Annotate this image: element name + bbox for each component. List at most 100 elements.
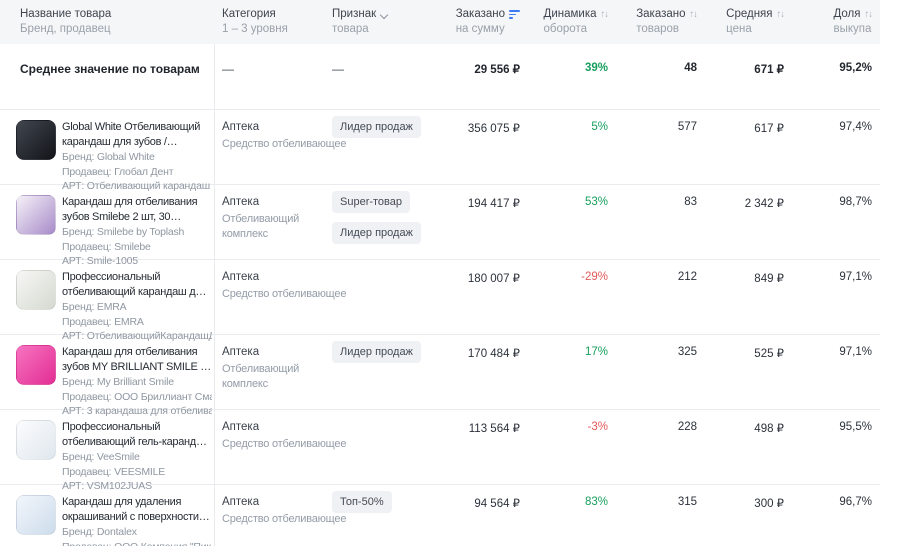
chevron-down-icon[interactable] <box>380 10 388 18</box>
summary-dynamics: 39% <box>584 62 608 74</box>
dynamics-value: 17% <box>584 346 608 358</box>
table-row[interactable]: Карандаш для отбеливания зубов Smilebe 2… <box>0 185 880 269</box>
dynamics-value: -3% <box>587 421 608 433</box>
ordered-sum-value: 180 007 ₽ <box>467 273 520 285</box>
seller-label: Продавец: ООО Бриллиант Смайл <box>62 390 212 403</box>
category-sublevel: Отбеливающий комплекс <box>222 363 300 390</box>
product-badge: Super-товар <box>332 191 411 213</box>
summary-average-price: 671 ₽ <box>754 64 784 76</box>
column-header-ordered-items[interactable]: Заказано ↑↓ товаров <box>636 8 698 35</box>
article-label: АРТ: VSM102JUAS <box>62 480 152 492</box>
category-level1: Аптека <box>222 421 260 433</box>
dynamics-value: 5% <box>591 121 608 133</box>
ordered-items-value: 315 <box>677 496 697 508</box>
product-badge: Топ-50% <box>332 491 392 513</box>
summary-buyout-share: 95,2% <box>839 62 872 74</box>
seller-label: Продавец: VEESMILE <box>62 465 166 478</box>
seller-label: Продавец: ООО Компания "Пик-Франс" <box>62 540 212 546</box>
category-level1: Аптека <box>222 271 260 283</box>
product-title[interactable]: Global White Отбеливающий карандаш для з… <box>62 121 201 148</box>
brand-label: Бренд: My Brilliant Smile <box>62 376 174 388</box>
summary-ordered-items: 48 <box>684 62 697 74</box>
summary-badge-dash: — <box>332 62 344 76</box>
ordered-items-value: 577 <box>677 121 697 133</box>
ordered-sum-value: 356 075 ₽ <box>467 123 520 135</box>
product-title[interactable]: Профессиональный отбеливающий гель-каран… <box>62 421 211 448</box>
brand-label: Бренд: EMRA <box>62 301 127 313</box>
buyout-share-value: 96,7% <box>839 496 872 508</box>
brand-label: Бренд: Global White <box>62 151 155 163</box>
dynamics-value: 83% <box>584 496 608 508</box>
column-header-ordered-sum[interactable]: Заказано на сумму <box>450 0 528 44</box>
buyout-share-value: 98,7% <box>839 196 872 208</box>
average-price-value: 2 342 ₽ <box>744 198 784 210</box>
product-badge: Лидер продаж <box>332 116 421 138</box>
summary-row: Среднее значение по товарам — — 29 556 ₽… <box>0 44 880 110</box>
brand-label: Бренд: Dontalex <box>62 526 137 538</box>
product-title[interactable]: Карандаш для отбеливания зубов Smilebe 2… <box>62 196 198 223</box>
category-level1: Аптека <box>222 121 260 133</box>
brand-label: Бренд: VeeSmile <box>62 451 140 463</box>
article-label: АРТ: 3 карандаша для отбеливани... <box>62 405 212 417</box>
category-level1: Аптека <box>222 346 260 358</box>
article-label: АРТ: ОтбеливающийКарандашДля... <box>62 330 212 342</box>
seller-label: Продавец: EMRA <box>62 315 144 328</box>
product-badge: Лидер продаж <box>332 222 421 244</box>
buyout-share-value: 97,4% <box>839 121 872 133</box>
brand-label: Бренд: Smilebe by Toplash <box>62 226 185 238</box>
average-price-value: 849 ₽ <box>754 273 784 285</box>
seller-label: Продавец: Глобал Дент <box>62 165 174 178</box>
category-level1: Аптека <box>222 196 260 208</box>
table-row[interactable]: Global White Отбеливающий карандаш для з… <box>0 110 880 194</box>
sort-descending-active-icon[interactable] <box>509 10 520 19</box>
ordered-sum-value: 194 417 ₽ <box>467 198 520 210</box>
table-header: Название товара Бренд, продавец Категори… <box>0 0 880 44</box>
product-thumbnail[interactable] <box>16 270 56 310</box>
buyout-share-value: 97,1% <box>839 271 872 283</box>
dynamics-value: 53% <box>584 196 608 208</box>
ordered-sum-value: 113 564 ₽ <box>468 423 520 435</box>
product-title[interactable]: Карандаш для отбеливания зубов MY BRILLI… <box>62 346 207 373</box>
summary-category-dash: — <box>222 62 234 76</box>
average-price-value: 525 ₽ <box>754 348 784 360</box>
column-header-buyout-share[interactable]: Доля ↑↓ выкупа <box>833 8 873 35</box>
article-label: АРТ: Smile-1005 <box>62 255 138 267</box>
ordered-sum-value: 94 564 ₽ <box>474 498 520 510</box>
product-thumbnail[interactable] <box>16 495 56 535</box>
dynamics-value: -29% <box>581 271 608 283</box>
table-row[interactable]: Карандаш для удаления окрашиваний с пове… <box>0 485 880 546</box>
sort-updown-icon[interactable]: ↑↓ <box>864 9 873 20</box>
product-title[interactable]: Профессиональный отбеливающий карандаш д… <box>62 271 208 298</box>
column-header-product-name: Название товара Бренд, продавец <box>20 8 112 35</box>
article-label: АРТ: Отбеливающий карандаш GL... <box>62 180 212 192</box>
table-row[interactable]: Профессиональный отбеливающий карандаш д… <box>0 260 880 344</box>
category-sublevel: Средство отбеливающее <box>222 138 347 150</box>
table-row[interactable]: Карандаш для отбеливания зубов MY BRILLI… <box>0 335 880 419</box>
product-thumbnail[interactable] <box>16 195 56 235</box>
sort-updown-icon[interactable]: ↑↓ <box>600 9 609 20</box>
category-level1: Аптека <box>222 496 260 508</box>
sort-updown-icon[interactable]: ↑↓ <box>776 9 785 20</box>
ordered-items-value: 325 <box>677 346 697 358</box>
category-sublevel: Средство отбеливающее <box>222 438 347 450</box>
product-thumbnail[interactable] <box>16 120 56 160</box>
average-price-value: 617 ₽ <box>754 123 784 135</box>
table-row[interactable]: Профессиональный отбеливающий гель-каран… <box>0 410 880 494</box>
column-header-turnover-dynamics[interactable]: Динамика ↑↓ оборота <box>543 8 609 35</box>
summary-label: Среднее значение по товарам <box>0 44 215 109</box>
ordered-items-value: 228 <box>677 421 697 433</box>
category-sublevel: Средство отбеливающее <box>222 288 347 300</box>
buyout-share-value: 97,1% <box>839 346 872 358</box>
category-sublevel: Средство отбеливающее <box>222 513 347 525</box>
column-header-product-attribute[interactable]: Признак товара <box>332 0 450 44</box>
average-price-value: 300 ₽ <box>754 498 784 510</box>
column-header-average-price[interactable]: Средняя ↑↓ цена <box>726 8 785 35</box>
sort-updown-icon[interactable]: ↑↓ <box>689 9 698 20</box>
product-thumbnail[interactable] <box>16 420 56 460</box>
ordered-items-value: 212 <box>677 271 697 283</box>
product-title[interactable]: Карандаш для удаления окрашиваний с пове… <box>62 496 199 523</box>
seller-label: Продавец: Smilebe <box>62 240 151 253</box>
product-thumbnail[interactable] <box>16 345 56 385</box>
product-badge: Лидер продаж <box>332 341 421 363</box>
